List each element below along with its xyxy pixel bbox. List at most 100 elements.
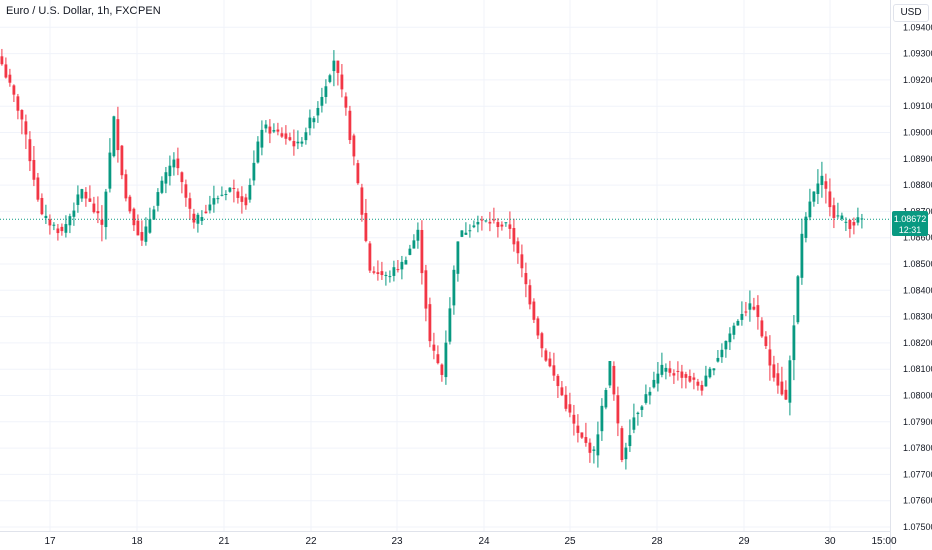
candle-body	[784, 389, 788, 400]
candle-body	[180, 172, 184, 183]
chart-grid	[0, 0, 890, 531]
candle-body	[812, 191, 816, 202]
candle-body	[776, 373, 780, 386]
candle-body	[324, 86, 328, 97]
x-tick-label: 29	[738, 536, 750, 547]
candle-body	[332, 60, 336, 72]
y-tick-label: 1.08800	[903, 180, 932, 190]
candle-body	[668, 368, 672, 373]
y-tick-label: 1.08300	[903, 312, 932, 322]
candle-body	[848, 219, 852, 229]
candle-body	[16, 96, 20, 111]
candle-body	[56, 228, 60, 234]
x-tick-label: 28	[651, 536, 663, 547]
candle-body	[108, 152, 112, 189]
candle-body	[820, 175, 824, 186]
y-tick-label: 1.08500	[903, 259, 932, 269]
candle-body	[348, 110, 352, 141]
candle-body	[372, 271, 376, 273]
candle-body	[484, 220, 488, 222]
candle-body	[560, 387, 564, 396]
candle-body	[388, 276, 392, 278]
candle-body	[4, 64, 8, 78]
candle-body	[352, 135, 356, 157]
candle-body	[132, 208, 136, 226]
candle-body	[100, 219, 104, 225]
candle-body	[280, 133, 284, 137]
candle-body	[208, 204, 212, 211]
candle-body	[656, 373, 660, 384]
y-tick-label: 1.08400	[903, 285, 932, 295]
candle-body	[300, 141, 304, 144]
candle-body	[460, 230, 464, 237]
candle-body	[852, 222, 856, 226]
candle-body	[644, 394, 648, 403]
candle-body	[244, 197, 248, 206]
candle-body	[160, 180, 164, 193]
candle-body	[212, 198, 216, 205]
candle-body	[836, 215, 840, 217]
candle-body	[276, 129, 280, 132]
candle-body	[840, 215, 844, 219]
candle-body	[512, 227, 516, 245]
candle-body	[568, 404, 572, 413]
candle-body	[596, 434, 600, 456]
candle-body	[48, 219, 52, 226]
price-axis[interactable]: 1.07500 1.07600 1.07700 1.07800 1.07900 1.080…	[903, 22, 932, 532]
candle-body	[128, 196, 132, 212]
candle-body	[492, 219, 496, 221]
candle-body	[252, 162, 256, 181]
y-tick-label: 1.09400	[903, 22, 932, 32]
candle-body	[532, 301, 536, 320]
candle-body	[768, 349, 772, 366]
y-tick-label: 1.08200	[903, 338, 932, 348]
candle-body	[228, 187, 232, 192]
candle-body	[412, 240, 416, 249]
candle-body	[548, 358, 552, 367]
candle-body	[340, 74, 344, 90]
candle-body	[80, 189, 84, 199]
candle-body	[620, 428, 624, 460]
candle-body	[140, 232, 144, 241]
y-tick-label: 1.07900	[903, 417, 932, 427]
currency-selector[interactable]: USD	[893, 4, 929, 22]
candle-body	[780, 381, 784, 395]
candle-body	[312, 118, 316, 123]
candle-body	[360, 187, 364, 215]
candle-body	[344, 96, 348, 108]
candle-body	[404, 260, 408, 265]
x-tick-label: 25	[564, 536, 576, 547]
candle-body	[480, 219, 484, 221]
candle-body	[664, 367, 668, 372]
candle-body	[172, 159, 176, 168]
candle-body	[376, 272, 380, 275]
candle-body	[272, 130, 276, 132]
candle-body	[116, 119, 120, 151]
candle-body	[96, 211, 100, 214]
candle-body	[600, 405, 604, 432]
candle-body	[308, 117, 312, 129]
candle-body	[536, 318, 540, 336]
candle-body	[148, 219, 152, 233]
candle-body	[316, 107, 320, 116]
y-tick-label: 1.07600	[903, 496, 932, 506]
candle-body	[544, 350, 548, 361]
y-tick-label: 1.08000	[903, 391, 932, 401]
x-tick-label: 22	[305, 536, 317, 547]
candle-body	[164, 172, 168, 184]
candle-body	[424, 270, 428, 309]
candle-body	[456, 241, 460, 274]
candle-body	[444, 342, 448, 378]
candle-body	[408, 248, 412, 255]
symbol-title: Euro / U.S. Dollar, 1h, FXOPEN	[6, 5, 161, 17]
candle-body	[356, 163, 360, 184]
y-tick-label: 1.09200	[903, 75, 932, 85]
candle-body	[260, 129, 264, 148]
candle-body	[744, 311, 748, 313]
time-axis[interactable]: 17 18 21 22 23 24 25 28 29 30 15:00	[44, 536, 897, 547]
candle-body	[524, 272, 528, 285]
candle-body	[52, 224, 56, 226]
candle-body	[380, 271, 384, 276]
candle-body	[156, 192, 160, 206]
